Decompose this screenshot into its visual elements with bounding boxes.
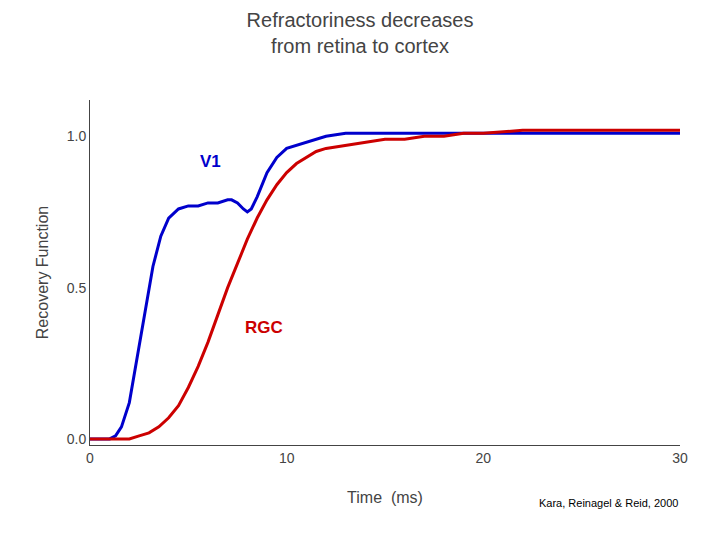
svg-text:RGC: RGC	[245, 318, 283, 337]
svg-text:1.0: 1.0	[67, 128, 87, 144]
svg-text:30: 30	[672, 450, 688, 466]
svg-text:Refractoriness decreasesfrom r: Refractoriness decreasesfrom retina to c…	[247, 9, 474, 57]
svg-text:Kara, Reinagel & Reid, 2000: Kara, Reinagel & Reid, 2000	[539, 497, 678, 509]
svg-text:20: 20	[476, 450, 492, 466]
svg-text:0.0: 0.0	[67, 431, 87, 447]
svg-text:10: 10	[279, 450, 295, 466]
svg-text:Time (ms): Time (ms)	[347, 489, 423, 506]
svg-text:0.5: 0.5	[67, 280, 87, 296]
svg-text:0: 0	[86, 450, 94, 466]
svg-text:V1: V1	[200, 152, 221, 171]
svg-text:Recovery Function: Recovery Function	[34, 206, 51, 339]
